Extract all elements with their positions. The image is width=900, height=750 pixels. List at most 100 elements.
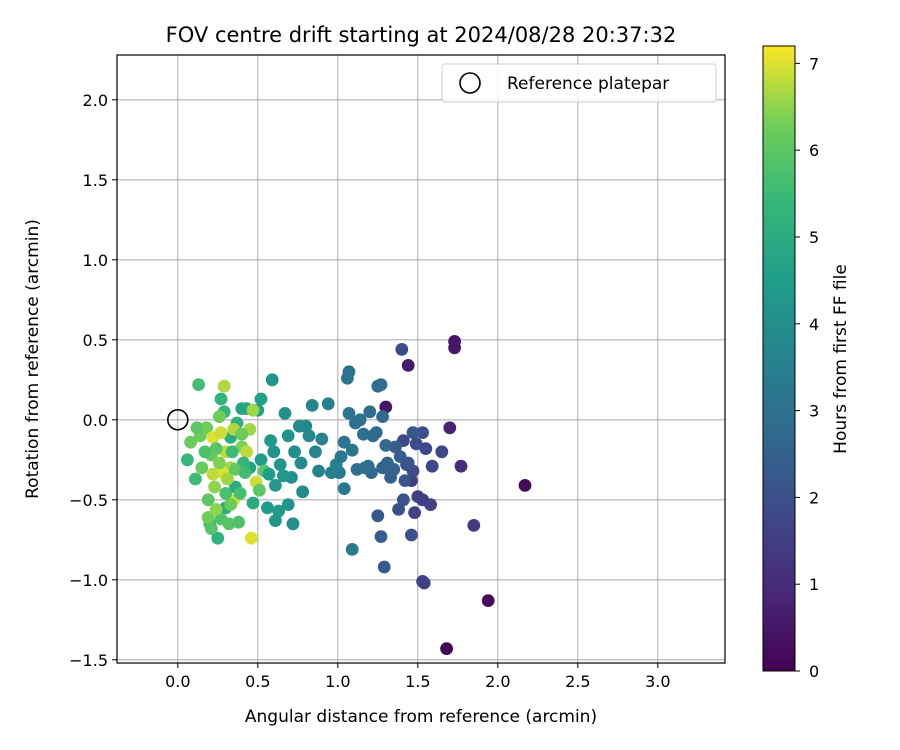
data-point [219,487,233,500]
data-point [278,407,292,420]
data-point [443,421,457,435]
colorbar-gradient [762,45,796,672]
data-point [225,445,239,459]
data-point [273,458,287,471]
data-point [387,463,401,476]
data-point [395,343,409,356]
data-point [389,440,402,454]
data-point [293,419,306,433]
data-point [312,464,325,478]
data-points [181,335,532,655]
colorbar-tick-label: 2 [809,488,819,507]
x-tick-label: 2.0 [485,672,510,691]
data-point [198,445,212,459]
data-point [481,594,495,607]
legend: Reference platepar [441,63,717,103]
data-point [305,399,319,412]
legend-box [441,63,717,103]
x-tick-label: 1.0 [325,672,350,691]
data-point [286,517,300,531]
data-point [267,445,281,459]
data-point [337,482,351,495]
data-point [264,434,277,447]
data-point [425,459,439,473]
legend-entry-reference-platepar: Reference platepar [507,74,669,94]
data-point [419,442,433,455]
data-point [261,501,274,515]
data-point [269,479,282,492]
x-tick-label: 3.0 [645,672,670,691]
data-point [398,474,412,487]
data-point [265,373,279,387]
data-point [281,498,295,511]
data-point [201,511,215,524]
colorbar-ticks: 0 1 2 3 4 5 6 7 [795,54,819,681]
data-point [222,517,236,531]
data-point [379,400,393,414]
data-point [254,392,268,406]
data-point [377,560,391,574]
data-point [253,483,266,497]
y-tick-label: −0.5 [69,491,108,510]
data-point [408,506,421,519]
data-point [416,575,429,588]
x-tick-label: 0.5 [245,672,270,691]
data-point [397,493,410,507]
reference-platepar-marker [167,408,189,431]
data-point [254,453,268,467]
data-point [214,426,228,439]
grid-lines [117,55,725,663]
legend-marker [459,72,481,94]
data-point [195,461,209,475]
x-tick-label: 1.5 [405,672,430,691]
x-axis-ticks: 0.0 0.5 1.0 1.5 2.0 2.5 3.0 [165,663,671,691]
data-point [224,498,238,511]
data-point [200,421,214,435]
data-point [205,522,218,535]
data-point [361,459,375,473]
data-point [235,402,249,415]
data-point [309,445,322,459]
data-point [208,480,222,494]
data-point [201,493,215,507]
plot-frame [116,54,726,664]
data-point [448,341,461,355]
data-point [454,459,468,473]
data-point [238,466,252,479]
data-point [379,439,393,452]
chart-title: FOV centre drift starting at 2024/08/28 … [166,23,677,47]
data-point [246,403,260,417]
data-point [213,410,226,423]
y-tick-label: 0.5 [83,331,108,350]
data-point [294,456,308,470]
data-point [325,466,338,479]
x-tick-label: 2.5 [565,672,590,691]
colorbar-tick-label: 4 [809,315,819,334]
data-point [376,410,389,423]
data-point [349,416,362,430]
data-point [406,426,420,439]
data-point [357,427,370,441]
data-point [334,450,348,463]
colorbar-tick-label: 5 [809,228,819,247]
data-point [277,469,290,483]
colorbar-label: Hours from first FF file [831,264,851,454]
data-point [435,445,449,459]
data-point [440,642,453,655]
data-point [213,456,226,470]
data-point [345,543,359,556]
data-point [416,426,429,439]
y-tick-label: −1.0 [69,571,108,590]
data-point [232,515,246,529]
data-point [281,429,295,443]
data-point [302,429,316,443]
data-point [272,504,285,518]
data-point [233,487,247,500]
colorbar-tick-label: 0 [809,662,819,681]
colorbar-tick-label: 7 [809,54,819,73]
data-point [409,437,423,451]
data-point [401,456,415,470]
y-axis-ticks: −1.5 −1.0 −0.5 0.0 0.5 1.0 1.5 2.0 [69,91,117,670]
data-point [371,509,385,523]
